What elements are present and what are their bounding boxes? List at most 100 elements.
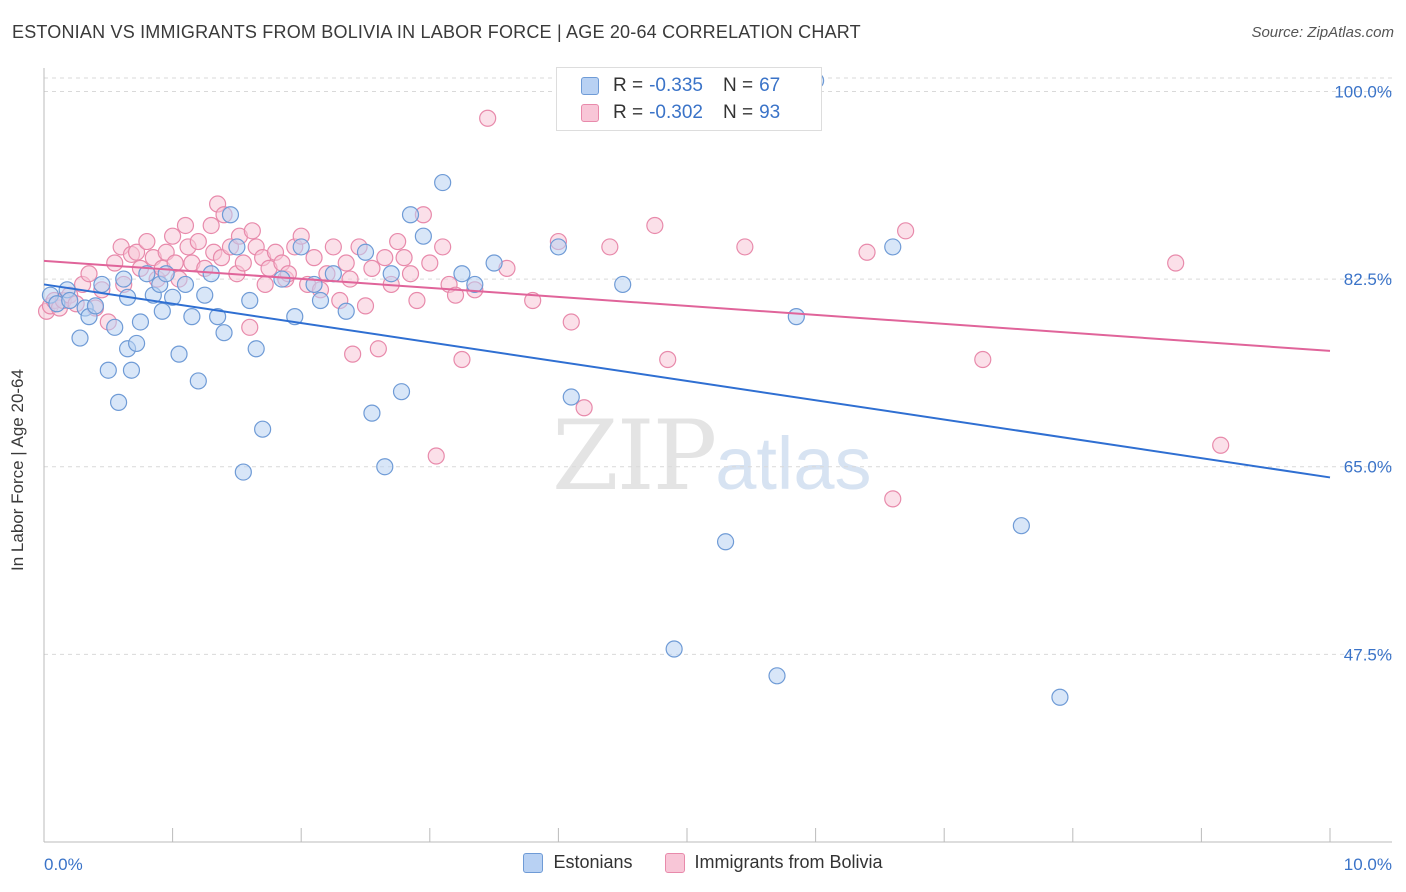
bolivia-point [646, 216, 664, 235]
legend-swatch-blue [581, 77, 599, 95]
bolivia-point [601, 238, 619, 256]
estonian-point [562, 388, 580, 406]
estonian-point [311, 291, 330, 310]
bolivia-point [363, 259, 381, 277]
estonian-point [170, 345, 188, 363]
estonian-point [93, 275, 111, 294]
estonian-point [665, 640, 683, 658]
watermark: ZIPatlas [552, 400, 872, 512]
watermark-atlas: atlas [715, 422, 872, 505]
y-tick-label: 65.0% [1344, 458, 1392, 477]
chart-source: Source: ZipAtlas.com [1251, 24, 1394, 41]
bolivia-point [659, 350, 677, 369]
bolivia-point [80, 265, 98, 283]
y-tick-label: 82.5% [1344, 270, 1392, 289]
bolivia-point [524, 291, 542, 310]
bolivia-point [1167, 254, 1185, 272]
bolivia-point [241, 318, 259, 336]
estonian-point [716, 533, 735, 551]
n-value: 67 [759, 75, 781, 96]
bolivia-point [376, 249, 394, 267]
estonian-point [884, 238, 902, 256]
bolivia-point [401, 265, 420, 283]
estonian-point [153, 302, 171, 320]
r-label: R = [613, 75, 644, 96]
bolivia-point [562, 313, 580, 331]
bolivia-point [189, 232, 207, 251]
watermark-zip: ZIP [552, 400, 717, 512]
bolivia-point [127, 243, 146, 261]
legend-swatch-pink [664, 852, 685, 873]
estonian-point [247, 340, 265, 358]
bolivia-point [395, 249, 413, 267]
legend-label: Immigrants from Bolivia [694, 852, 883, 872]
estonian-point [768, 667, 786, 685]
bolivia-point [479, 109, 497, 127]
r-label: R = [613, 102, 644, 123]
estonian-point [176, 275, 195, 294]
estonian-point [273, 270, 291, 288]
bolivia-point [356, 297, 375, 315]
n-value: 93 [759, 102, 781, 123]
bolivia-point [427, 447, 445, 465]
n-label: N = [722, 75, 754, 96]
estonian-point [382, 265, 400, 283]
estonian-point [787, 308, 805, 326]
bolivia-point [858, 243, 876, 261]
n-label: N = [722, 102, 754, 123]
estonian-point [356, 243, 375, 261]
estonian-point [99, 361, 117, 379]
estonian-point [324, 265, 342, 283]
y-tick-label: 100.0% [1334, 82, 1392, 101]
bolivia-point [234, 254, 252, 272]
bolivia-point [243, 222, 261, 240]
legend-label: Estonians [553, 852, 633, 872]
estonian-point [1051, 688, 1069, 706]
bolivia-point [1212, 436, 1230, 454]
estonian-point [127, 334, 146, 353]
estonian-point [392, 383, 411, 401]
estonian-point [337, 302, 355, 320]
estonian-point [414, 227, 432, 245]
bolivia-point [344, 345, 362, 363]
bolivia-point [305, 249, 323, 267]
estonian-point [434, 173, 452, 192]
legend-swatch-blue [523, 852, 544, 873]
bolivia-point [575, 399, 593, 417]
x-tick-label: 10.0% [1344, 855, 1392, 874]
estonian-point [614, 275, 632, 294]
legend-row-bolivia: R = -0.302 N = 93 [581, 101, 800, 125]
r-value: -0.335 [649, 75, 703, 96]
estonian-point [221, 206, 240, 224]
bolivia-point [202, 216, 220, 235]
bolivia-point [337, 254, 355, 272]
bolivia-point [736, 238, 754, 256]
estonian-point [122, 361, 141, 379]
estonian-point [485, 254, 503, 272]
estonian-point [549, 238, 568, 256]
estonian-point [363, 404, 381, 422]
estonian-point [189, 372, 207, 390]
y-axis-label: In Labor Force | Age 20-64 [8, 369, 27, 571]
estonian-point [215, 324, 233, 342]
bolivia-point [369, 340, 387, 358]
estonian-point [109, 393, 128, 411]
legend-item-estonians: Estonians [523, 852, 633, 873]
estonian-point [138, 265, 156, 283]
estonian-point [164, 288, 182, 306]
estonian-point [254, 420, 272, 438]
bolivia-point [176, 216, 195, 235]
chart-title: ESTONIAN VS IMMIGRANTS FROM BOLIVIA IN L… [12, 22, 861, 42]
estonian-point [234, 463, 252, 481]
estonian-point [131, 313, 150, 331]
estonian-point [453, 265, 471, 283]
y-tick-label: 47.5% [1344, 645, 1392, 664]
bolivia-trend-line [43, 259, 1331, 352]
bolivia-point [446, 286, 465, 304]
correlation-legend: R = -0.335 N = 67 R = -0.302 N = 93 [556, 67, 822, 131]
estonian-point [86, 297, 105, 315]
bolivia-point [106, 254, 124, 272]
estonian-point [61, 291, 79, 310]
legend-swatch-pink [581, 104, 599, 122]
